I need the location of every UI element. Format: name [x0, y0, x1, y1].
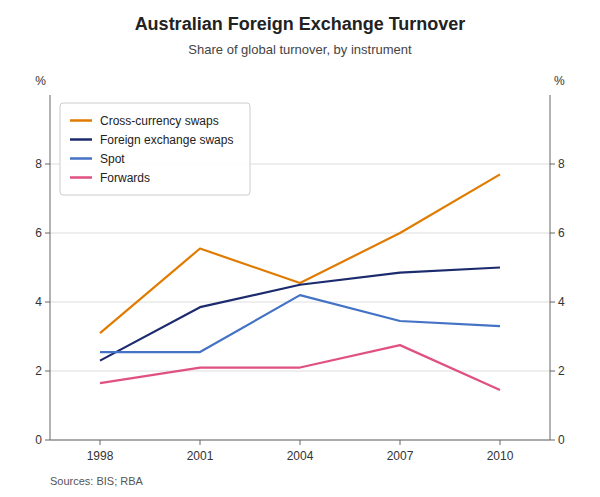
title: Australian Foreign Exchange Turnover — [135, 14, 466, 34]
legend-swatch — [70, 119, 92, 122]
legend-label: Spot — [100, 152, 125, 166]
subtitle: Share of global turnover, by instrument — [188, 42, 412, 57]
series-line — [100, 268, 500, 361]
legend-label: Forwards — [100, 171, 150, 185]
series-line — [100, 295, 500, 352]
y-axis-line — [50, 95, 51, 440]
chart: Australian Foreign Exchange Turnover Shar… — [0, 0, 600, 497]
grid-line — [50, 233, 550, 234]
x-tick-label: 2001 — [187, 449, 214, 463]
y-tick — [45, 233, 50, 234]
legend-label: Cross-currency swaps — [100, 114, 219, 128]
y-tick-label: 6 — [35, 226, 42, 240]
y-tick-label: 4 — [35, 295, 42, 309]
x-tick-label: 2004 — [287, 449, 314, 463]
y-tick-label: 8 — [35, 157, 42, 171]
x-tick — [500, 440, 501, 445]
legend-swatch — [70, 157, 92, 160]
y-tick-label: 2 — [35, 364, 42, 378]
series-group — [100, 174, 500, 390]
y-tick-label: 0 — [35, 433, 42, 447]
y-tick — [45, 164, 50, 165]
y2-tick-label: 6 — [558, 226, 565, 240]
y2-tick-label: 8 — [558, 157, 565, 171]
y2-tick-label: 2 — [558, 364, 565, 378]
axes: 0 2 4 6 8 0 2 4 6 8 1998 2001 2004 2007 2010 — [35, 95, 565, 463]
legend-label: Foreign exchange swaps — [100, 133, 233, 147]
y2-tick — [550, 440, 555, 441]
y2-tick — [550, 233, 555, 234]
legend-swatch — [70, 176, 92, 179]
y2-axis-line — [550, 95, 551, 440]
grid-line — [50, 302, 550, 303]
grid — [50, 164, 550, 440]
source: Sources: BIS; RBA — [50, 475, 144, 487]
legend-box — [60, 103, 250, 195]
y2-tick — [550, 371, 555, 372]
legend-swatch — [70, 138, 92, 141]
x-tick — [200, 440, 201, 445]
y2-axis-label: % — [554, 74, 565, 88]
x-tick-label: 2010 — [487, 449, 514, 463]
y2-tick-label: 4 — [558, 295, 565, 309]
x-tick — [400, 440, 401, 445]
series-line — [100, 345, 500, 390]
x-tick-label: 1998 — [87, 449, 114, 463]
series-line — [100, 174, 500, 333]
y2-tick-label: 0 — [558, 433, 565, 447]
y-axis-label: % — [35, 74, 46, 88]
y-tick — [45, 302, 50, 303]
grid-line — [50, 371, 550, 372]
x-tick — [300, 440, 301, 445]
legend: Cross-currency swaps Foreign exchange swa… — [60, 103, 250, 195]
y-tick — [45, 371, 50, 372]
x-tick-label: 2007 — [387, 449, 414, 463]
x-tick — [100, 440, 101, 445]
y-tick — [45, 440, 50, 441]
y2-tick — [550, 164, 555, 165]
y2-tick — [550, 302, 555, 303]
